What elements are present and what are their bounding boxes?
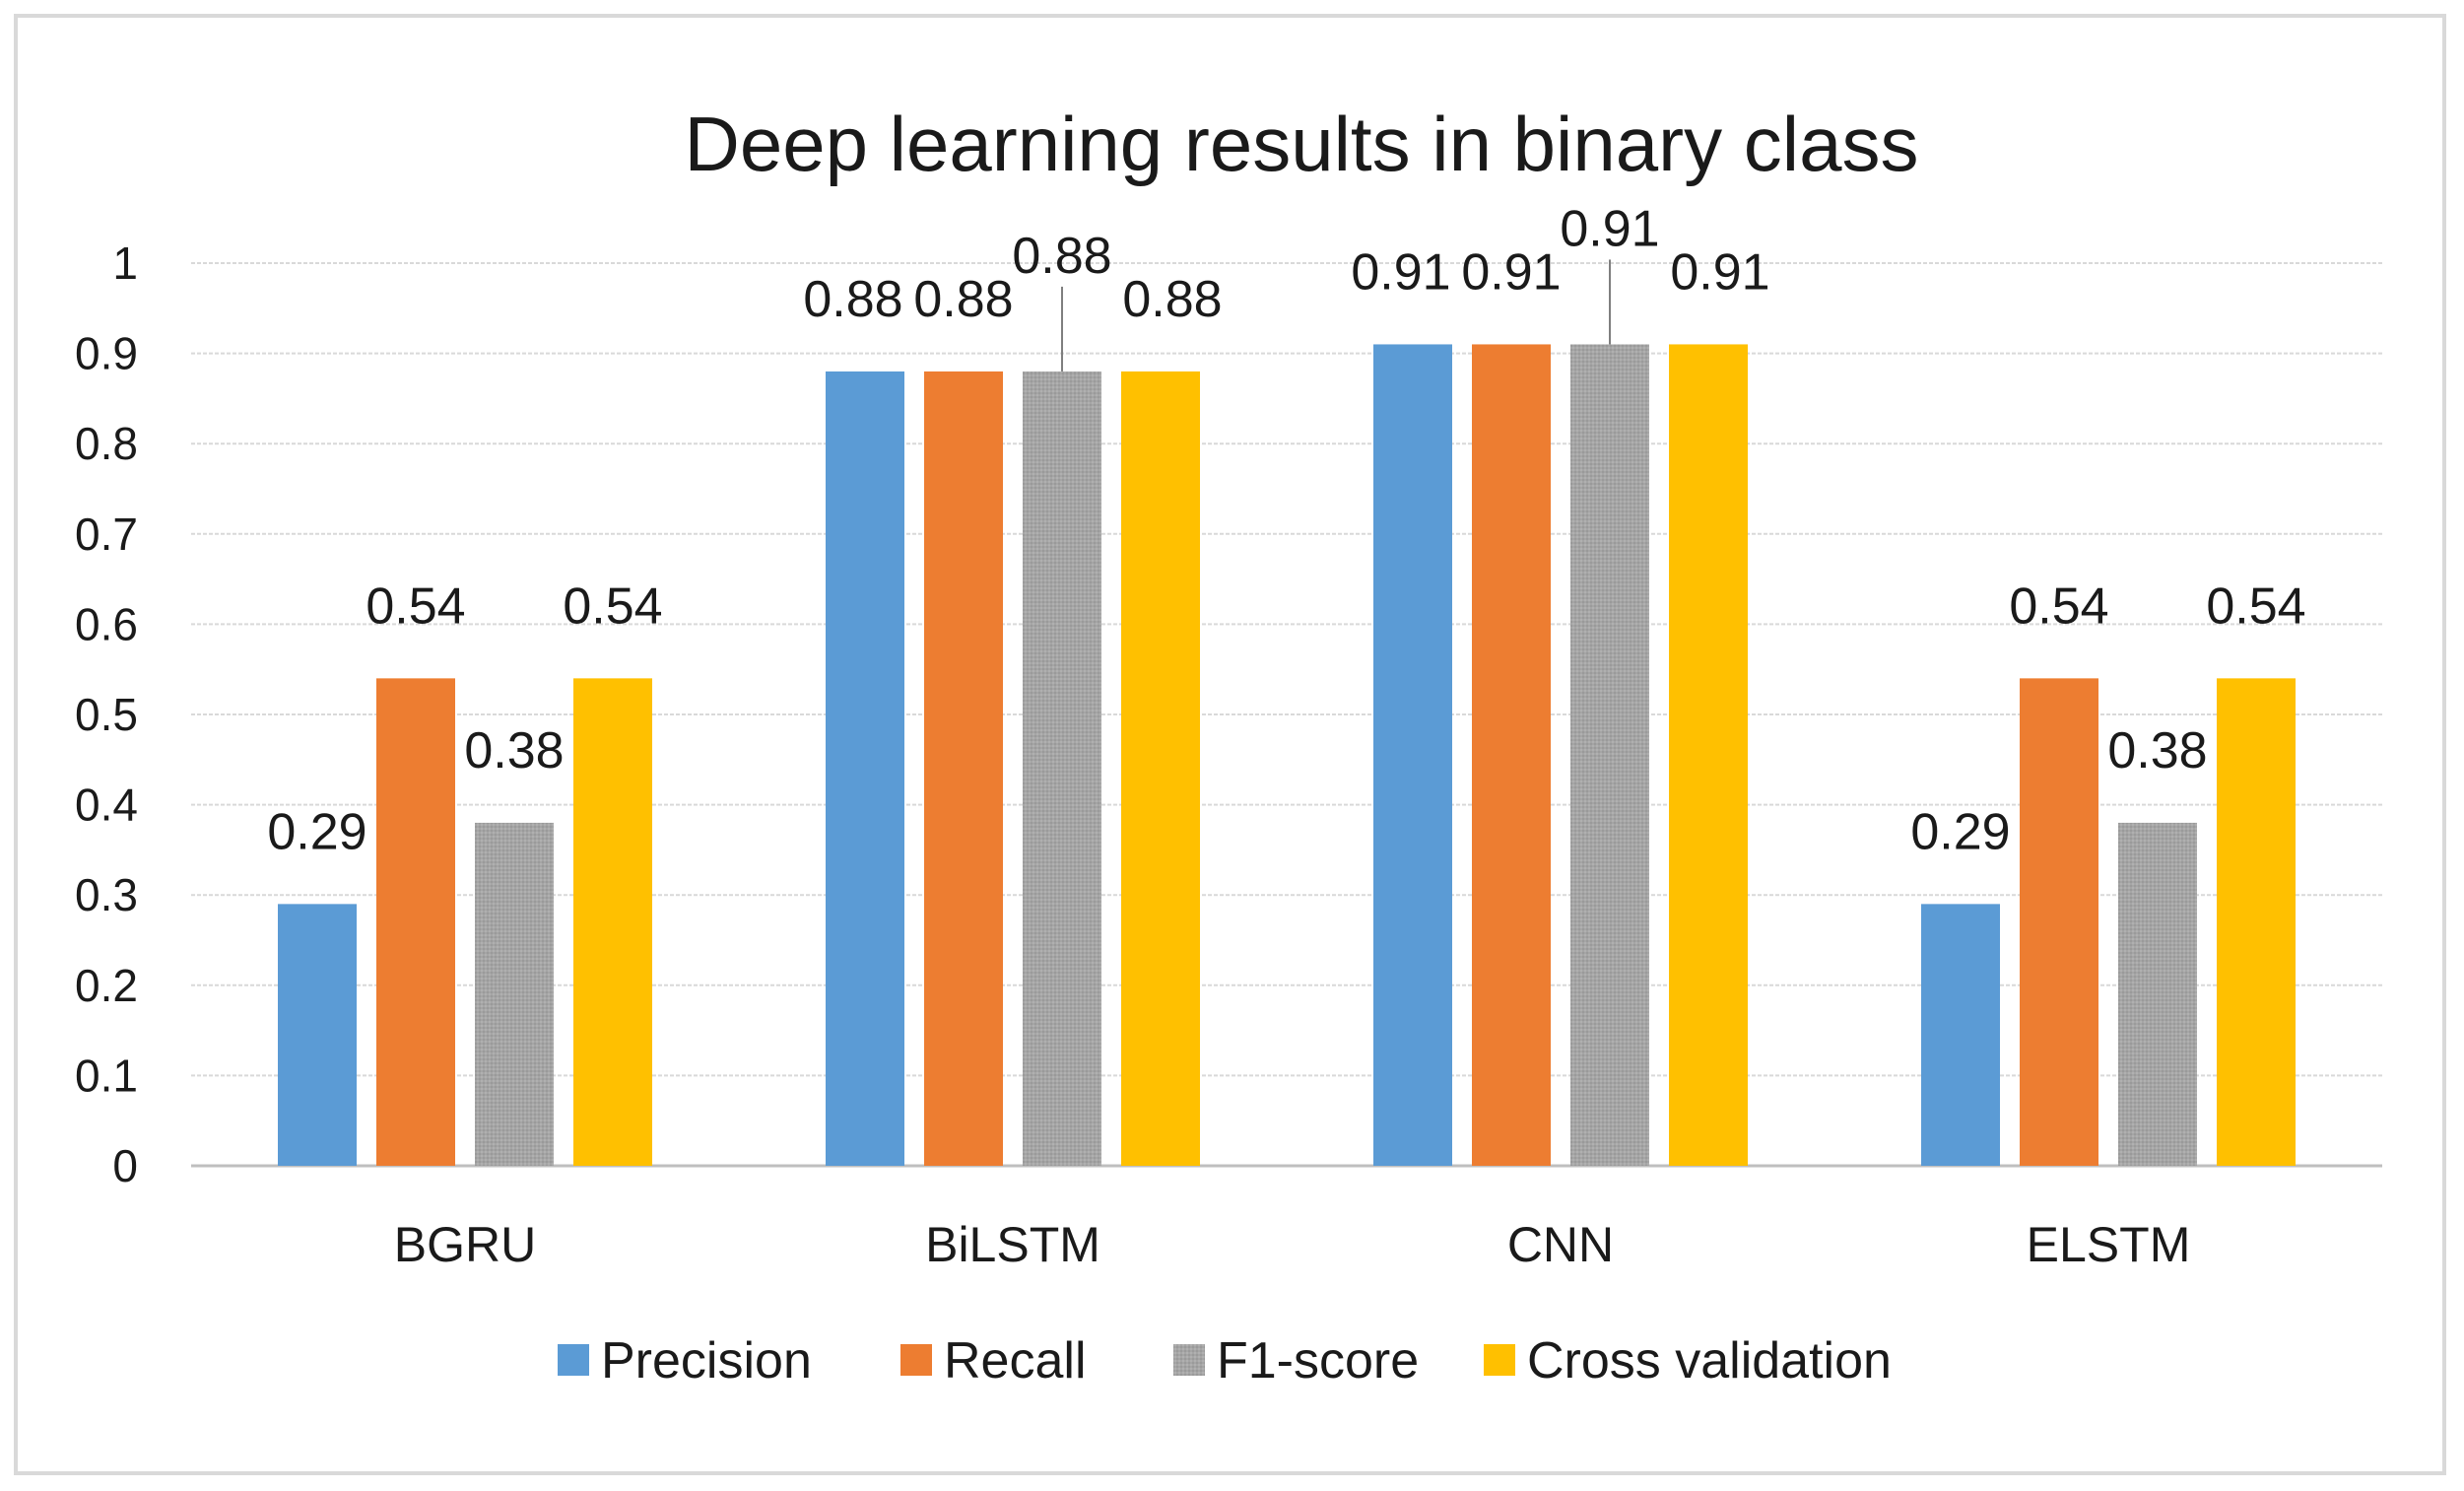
data-label: 0.88 [913, 271, 1013, 328]
data-label: 0.88 [803, 271, 902, 328]
bar-recall-bgru [376, 678, 455, 1166]
data-label: 0.88 [1122, 271, 1222, 328]
x-tick-label: BGRU [394, 1217, 536, 1272]
bar-recall-elstm [2020, 678, 2098, 1166]
bar-recall-bilstm [924, 371, 1003, 1166]
y-tick-label: 0.1 [75, 1050, 138, 1101]
data-label: 0.29 [1910, 803, 2010, 860]
bar-precision-bgru [278, 904, 357, 1166]
y-tick-label: 0.2 [75, 960, 138, 1011]
y-tick-label: 0.5 [75, 689, 138, 740]
data-label: 0.54 [2206, 577, 2305, 635]
x-tick-label: CNN [1507, 1217, 1614, 1272]
legend-label: Precision [601, 1332, 812, 1389]
data-label: 0.91 [1351, 243, 1450, 301]
y-tick-label: 0.3 [75, 869, 138, 920]
legend-item-f1-score: F1-score [1173, 1332, 1419, 1389]
data-label: 0.38 [464, 722, 564, 779]
legend-label: F1-score [1217, 1332, 1419, 1389]
legend-swatch [558, 1344, 589, 1376]
data-label: 0.29 [267, 803, 366, 860]
data-labels: 0.290.540.380.540.88 0.880.880.88 0.91 0.91… [267, 200, 2305, 860]
y-tick-label: 0.9 [75, 328, 138, 379]
bars [278, 344, 2296, 1166]
legend-item-precision: Precision [558, 1332, 812, 1389]
bar-cross-validation-bilstm [1121, 371, 1200, 1166]
legend-item-cross-validation: Cross validation [1484, 1332, 1892, 1389]
bar-precision-cnn [1373, 344, 1452, 1166]
bar-f1-score-cnn [1570, 344, 1649, 1166]
bar-chart: Deep learning results in binary class 00… [75, 101, 2382, 1389]
y-axis-tick-labels: 0 0.1 0.2 0.3 0.4 0.5 0.6 0.7 0.8 0.9 1 [75, 237, 138, 1191]
y-tick-label: 1 [112, 237, 138, 289]
data-label: 0.38 [2107, 722, 2207, 779]
gridlines [191, 262, 2382, 1168]
data-label: 0.91 [1560, 200, 1659, 257]
y-tick-label: 0 [112, 1140, 138, 1191]
legend-swatch [900, 1344, 932, 1376]
bar-f1-score-bilstm [1023, 371, 1101, 1166]
bar-precision-elstm [1921, 904, 2000, 1166]
bar-f1-score-elstm [2118, 822, 2197, 1166]
data-label: 0.54 [2009, 577, 2108, 635]
legend-label: Recall [944, 1332, 1087, 1389]
chart-title: Deep learning results in binary class [685, 101, 1919, 187]
bar-cross-validation-bgru [573, 678, 652, 1166]
data-label: 0.54 [366, 577, 465, 635]
bar-f1-score-bgru [475, 822, 554, 1166]
x-tick-label: BiLSTM [925, 1217, 1100, 1272]
bar-recall-cnn [1472, 344, 1551, 1166]
y-tick-label: 0.6 [75, 598, 138, 649]
x-tick-label: ELSTM [2027, 1217, 2191, 1272]
bar-cross-validation-cnn [1669, 344, 1748, 1166]
y-tick-label: 0.7 [75, 508, 138, 560]
legend-label: Cross validation [1527, 1332, 1892, 1389]
bar-cross-validation-elstm [2217, 678, 2296, 1166]
legend-item-recall: Recall [900, 1332, 1087, 1389]
data-label: 0.91 [1461, 243, 1561, 301]
legend-swatch [1484, 1344, 1515, 1376]
legend: Precision Recall F1-score Cross validation [558, 1332, 1892, 1389]
data-label: 0.54 [563, 577, 662, 635]
y-tick-label: 0.8 [75, 418, 138, 469]
y-tick-label: 0.4 [75, 779, 138, 831]
data-label: 0.88 [1012, 228, 1111, 285]
bar-precision-bilstm [826, 371, 904, 1166]
data-label: 0.91 [1670, 243, 1769, 301]
legend-swatch [1173, 1344, 1205, 1376]
x-axis-category-labels: BGRU BiLSTM CNN ELSTM [394, 1217, 2191, 1272]
